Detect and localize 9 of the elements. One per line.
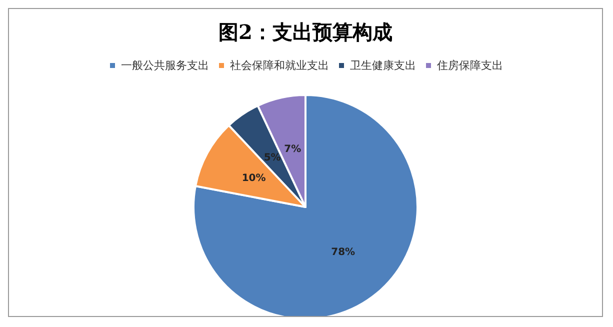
data-label: 10% xyxy=(242,173,266,184)
legend-label: 卫生健康支出 xyxy=(350,59,416,72)
legend-label: 一般公共服务支出 xyxy=(121,59,209,72)
data-label: 5% xyxy=(264,152,281,164)
legend-label: 住房保障支出 xyxy=(437,59,503,72)
data-label: 7% xyxy=(284,144,302,155)
data-label: 78% xyxy=(331,246,356,258)
legend-label: 社会保障和就业支出 xyxy=(230,59,329,72)
chart-title: 图2：支出预算构成 xyxy=(218,20,392,44)
